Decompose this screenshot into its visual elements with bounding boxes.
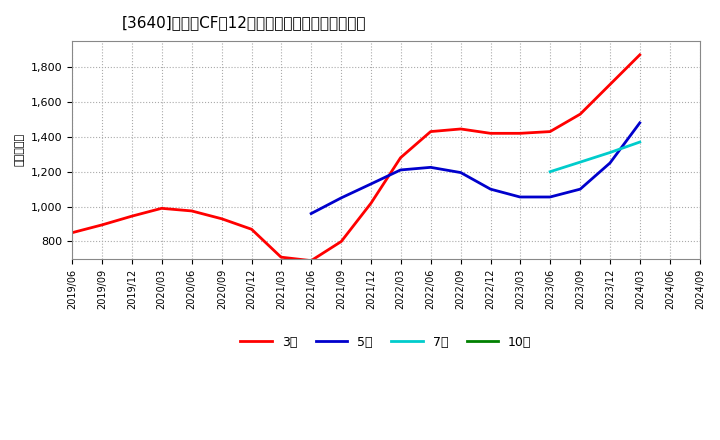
Text: [3640]　営業CFの12か月移動合計の平均値の推移: [3640] 営業CFの12か月移動合計の平均値の推移 [122, 15, 366, 30]
Y-axis label: （百万円）: （百万円） [15, 133, 25, 166]
Legend: 3年, 5年, 7年, 10年: 3年, 5年, 7年, 10年 [235, 330, 536, 354]
